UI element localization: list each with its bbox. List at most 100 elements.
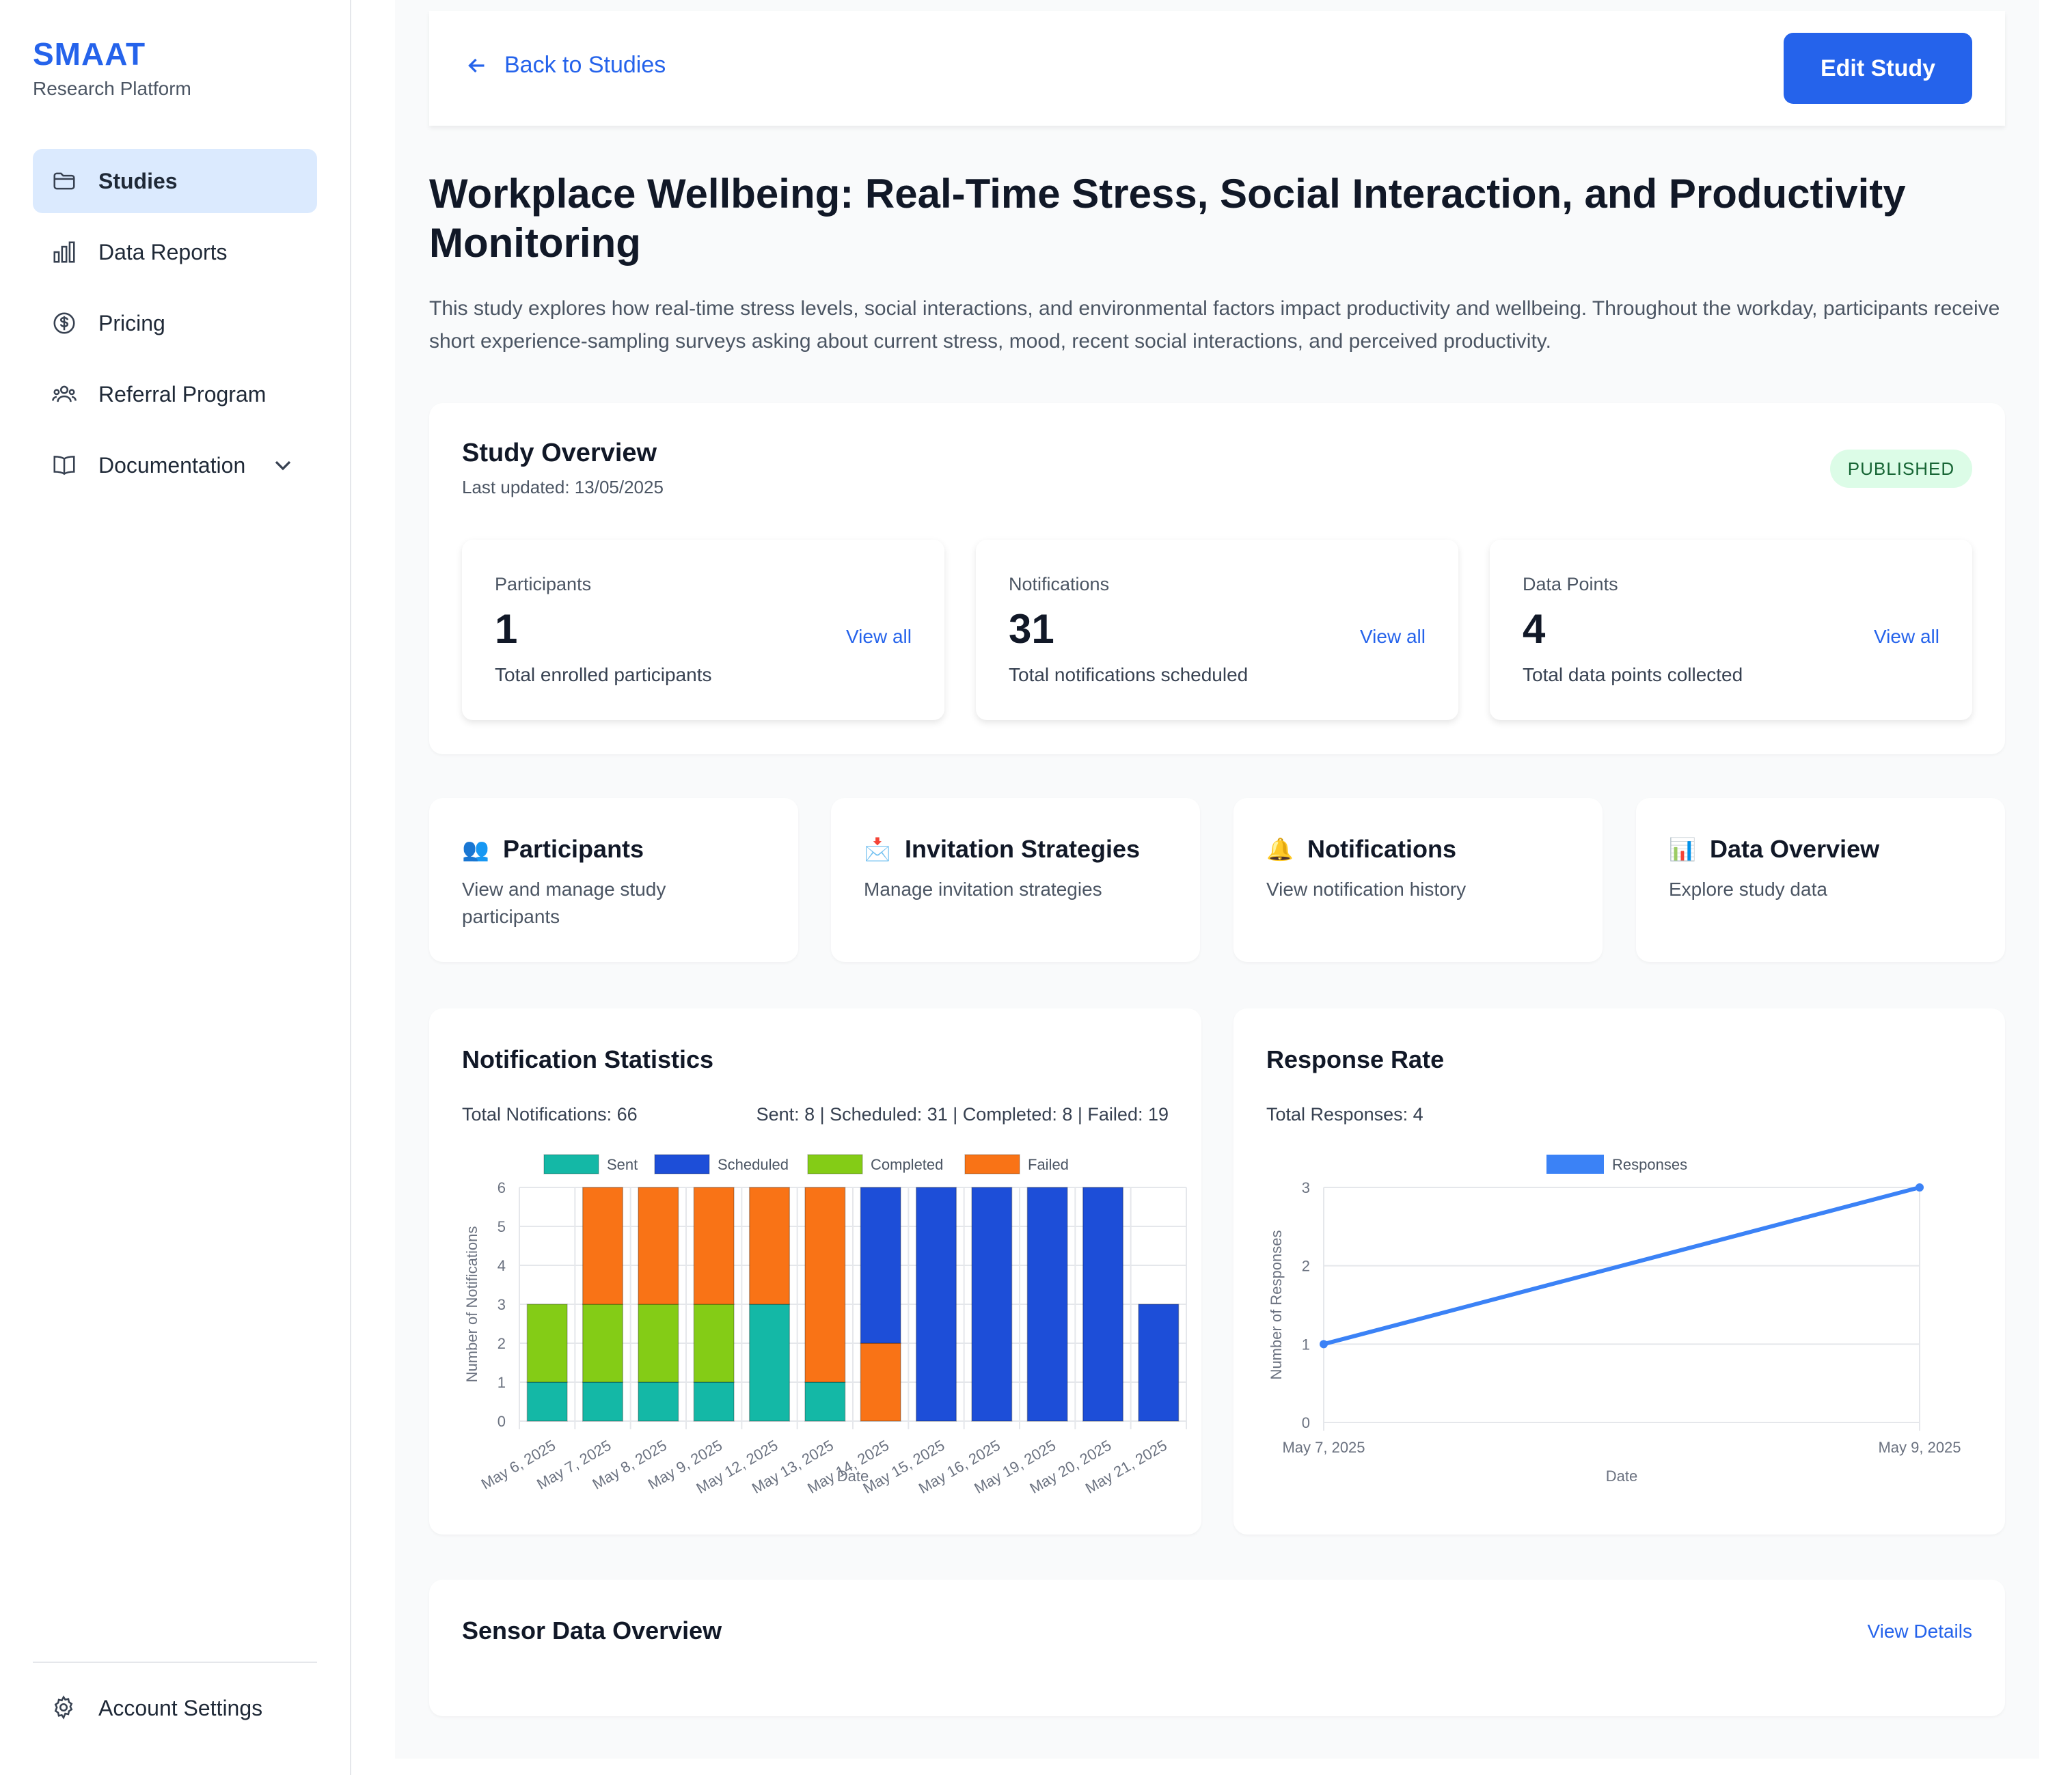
view-all-participants-link[interactable]: View all: [846, 626, 912, 647]
sensor-title: Sensor Data Overview: [462, 1616, 722, 1645]
legend-label: Responses: [1612, 1156, 1687, 1173]
x-axis-title: Date: [1606, 1468, 1637, 1485]
bar-segment-sent: [526, 1381, 568, 1422]
gear-icon: [51, 1694, 78, 1722]
x-tick-label: May 9, 2025: [1878, 1439, 1961, 1456]
quick-card-title: 📩 Invitation Strategies: [864, 835, 1140, 864]
legend-swatch-responses: [1546, 1155, 1604, 1174]
responses-point: [1916, 1183, 1924, 1192]
stat-footer: Total data points collected: [1523, 664, 1743, 685]
bar-segment-failed: [860, 1343, 901, 1422]
quick-card-notifications[interactable]: 🔔 Notifications View notification histor…: [1233, 798, 1603, 962]
quick-card-desc: Explore study data: [1669, 879, 1827, 900]
sidebar-nav: Studies Data Reports Pricing Referral Pr…: [33, 149, 317, 504]
response-line-chart: 0 1 2 3 May 7, 2025 May 9, 2025 Date Number of …: [1268, 1155, 1961, 1485]
quick-card-label: Data Overview: [1710, 835, 1880, 863]
legend-swatch-completed: [807, 1154, 863, 1174]
y-tick-label: 0: [1302, 1414, 1310, 1431]
page-title: Workplace Wellbeing: Real-Time Stress, S…: [429, 171, 1906, 266]
y-tick-label: 6: [497, 1179, 506, 1196]
bar-segment-sent: [582, 1381, 624, 1422]
legend-label: Completed: [871, 1156, 943, 1173]
bar-chart-icon: [51, 238, 78, 266]
view-details-link[interactable]: View Details: [1867, 1621, 1972, 1642]
quick-card-participants[interactable]: 👥 Participants View and manage study par…: [429, 798, 798, 962]
quick-card-title: 🔔 Notifications: [1266, 835, 1456, 864]
arrow-left-icon: [468, 58, 485, 72]
quick-card-title: 👥 Participants: [462, 835, 644, 864]
bar-segment-scheduled: [1138, 1304, 1180, 1422]
stat-card-notifications: Notifications 31 View all Total notifica…: [976, 540, 1458, 720]
legend-swatch-scheduled: [654, 1154, 710, 1174]
stat-footer: Total notifications scheduled: [1009, 664, 1249, 685]
quick-card-desc: Manage invitation strategies: [864, 879, 1102, 900]
x-tick-label: May 7, 2025: [1282, 1439, 1365, 1456]
bar-segment-sent: [748, 1304, 791, 1422]
bar-segment-failed: [638, 1187, 679, 1305]
sidebar-item-referral-program[interactable]: Referral Program: [33, 362, 317, 426]
notification-breakdown: Sent: 8 | Scheduled: 31 | Completed: 8 |…: [756, 1104, 1169, 1125]
sidebar-divider: [33, 1662, 317, 1663]
sidebar: SMAAT Research Platform Studies Data Rep…: [0, 0, 351, 1775]
bar-segment-failed: [582, 1187, 624, 1305]
response-rate-card: Response Rate Total Responses: 4 0 1 2 3 May…: [1233, 1008, 2005, 1535]
y-axis-title: Number of Responses: [1268, 1230, 1285, 1380]
view-all-notifications-link[interactable]: View all: [1360, 626, 1426, 647]
view-all-data-points-link[interactable]: View all: [1874, 626, 1939, 647]
bar-segment-failed: [693, 1187, 735, 1305]
bar-segment-completed: [693, 1304, 735, 1383]
folder-icon: [51, 167, 78, 195]
y-tick-label: 1: [497, 1374, 506, 1391]
brand: SMAAT Research Platform: [33, 36, 191, 100]
quick-card-desc: View and manage study participants: [462, 879, 666, 927]
edit-study-button[interactable]: Edit Study: [1784, 33, 1972, 104]
bar-segment-scheduled: [971, 1187, 1013, 1422]
total-notifications: Total Notifications: 66: [462, 1104, 638, 1125]
bar-segment-scheduled: [860, 1187, 901, 1344]
stat-card-data-points: Data Points 4 View all Total data points…: [1490, 540, 1972, 720]
quick-card-desc: View notification history: [1266, 879, 1467, 900]
y-tick-label: 0: [497, 1413, 506, 1430]
quick-card-data-overview[interactable]: 📊 Data Overview Explore study data: [1636, 798, 2005, 962]
y-tick-label: 4: [497, 1257, 506, 1274]
header-bar: Back to Studies Edit Study: [429, 11, 2005, 126]
bar-segment-scheduled: [1026, 1187, 1068, 1422]
bar-segment-completed: [582, 1304, 624, 1383]
responses-point: [1320, 1340, 1328, 1349]
chart-icon: 📊: [1669, 837, 1696, 862]
y-tick-label: 2: [1302, 1258, 1310, 1275]
brand-name[interactable]: SMAAT: [33, 36, 146, 72]
stat-label: Notifications: [1009, 574, 1110, 594]
sidebar-item-label: Referral Program: [98, 381, 267, 407]
y-axis-title: Number of Notifications: [463, 1226, 480, 1383]
y-tick-label: 3: [497, 1296, 506, 1313]
stat-value: 4: [1523, 606, 1546, 652]
users-icon: [51, 381, 78, 408]
stat-value: 31: [1009, 606, 1054, 652]
y-tick-label: 3: [1302, 1179, 1310, 1196]
sidebar-item-data-reports[interactable]: Data Reports: [33, 220, 317, 284]
sidebar-item-pricing[interactable]: Pricing: [33, 291, 317, 355]
bar-segment-failed: [748, 1187, 791, 1305]
x-axis-title: Date: [837, 1468, 869, 1485]
chevron-down-icon[interactable]: [269, 452, 297, 479]
sidebar-item-studies[interactable]: Studies: [33, 149, 317, 213]
bar-segment-sent: [804, 1381, 846, 1422]
quick-card-invitation-strategies[interactable]: 📩 Invitation Strategies Manage invitatio…: [831, 798, 1200, 962]
people-icon: 👥: [462, 837, 489, 862]
bar-segment-completed: [526, 1304, 568, 1383]
sensor-data-card: Sensor Data Overview View Details: [429, 1580, 2005, 1716]
bar-segment-sent: [638, 1381, 679, 1422]
legend-label: Scheduled: [718, 1156, 789, 1173]
quick-card-label: Notifications: [1307, 835, 1457, 863]
last-updated: Last updated: 13/05/2025: [462, 477, 664, 497]
account-settings-link[interactable]: Account Settings: [51, 1694, 262, 1722]
sidebar-item-label: Pricing: [98, 310, 165, 335]
stat-value: 1: [495, 606, 518, 652]
sidebar-item-documentation[interactable]: Documentation: [33, 433, 317, 497]
back-to-studies-link[interactable]: Back to Studies: [465, 52, 666, 79]
quick-card-label: Participants: [503, 835, 644, 863]
bar-segment-failed: [804, 1187, 846, 1383]
overview-title: Study Overview: [462, 439, 657, 467]
sidebar-item-label: Documentation: [98, 452, 246, 478]
